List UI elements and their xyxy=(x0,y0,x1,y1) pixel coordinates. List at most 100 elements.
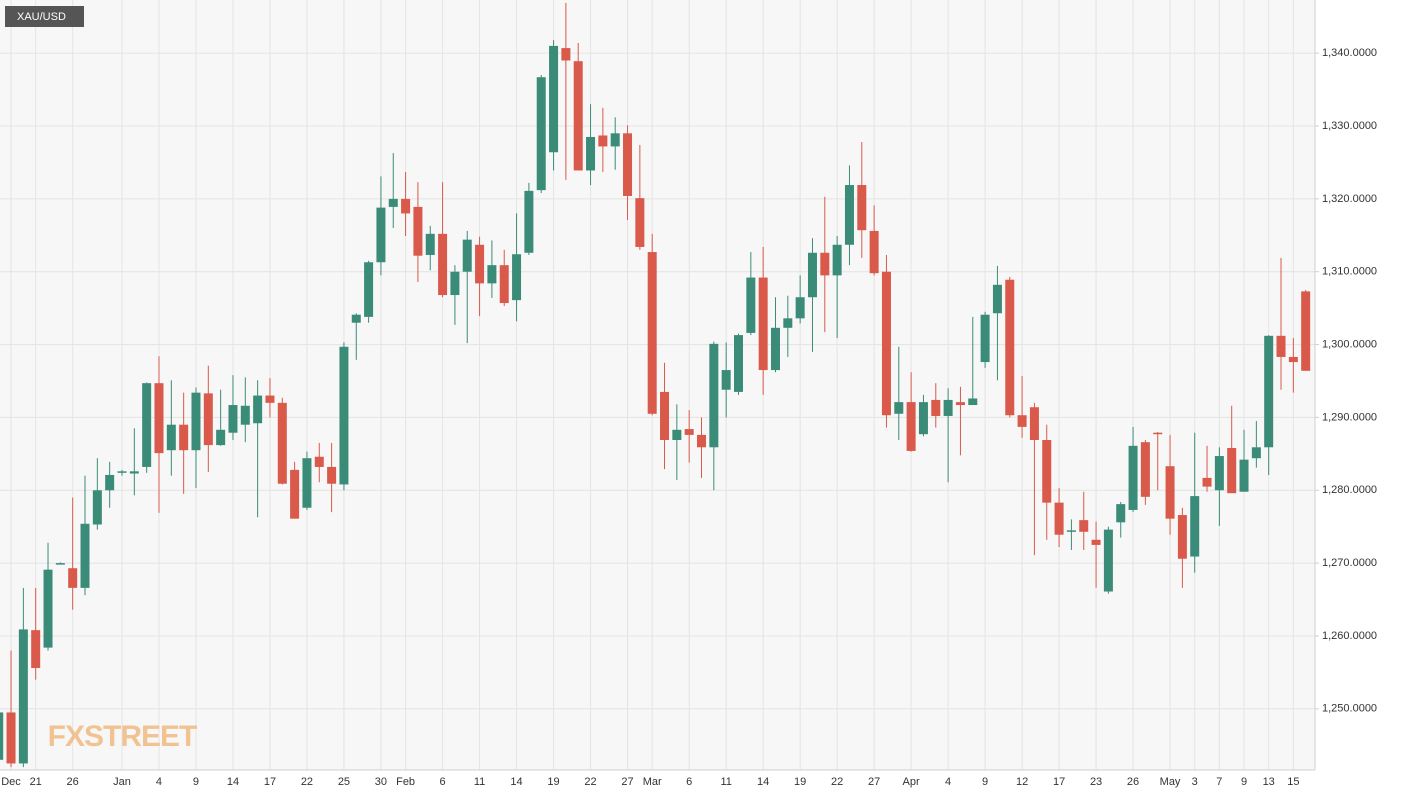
candle-body xyxy=(586,136,596,171)
y-tick-label: 1,320.0000 xyxy=(1322,193,1377,205)
candle-body xyxy=(191,392,201,451)
x-tick-label: 12 xyxy=(1016,776,1028,788)
candle-body xyxy=(228,405,238,433)
candle-body xyxy=(117,471,127,473)
x-tick-label: 7 xyxy=(1216,776,1222,788)
candle-body xyxy=(943,399,953,416)
candle-body xyxy=(142,383,152,467)
x-tick-label: 23 xyxy=(1090,776,1102,788)
x-tick-label: 25 xyxy=(338,776,350,788)
candle-body xyxy=(1214,456,1224,491)
candle-body xyxy=(327,466,337,484)
candle-body xyxy=(302,458,312,508)
candle-body xyxy=(672,429,682,440)
candle-body xyxy=(1116,504,1126,523)
candle-body xyxy=(697,434,707,448)
candle-body xyxy=(425,233,435,255)
candle-body xyxy=(1017,415,1027,427)
candle-body xyxy=(166,424,176,451)
x-tick-label: Apr xyxy=(903,776,920,788)
candle-body xyxy=(438,233,448,296)
candle-body xyxy=(795,297,805,319)
candle-body xyxy=(1165,466,1175,519)
candle-body xyxy=(549,45,559,153)
y-tick-label: 1,290.0000 xyxy=(1322,411,1377,423)
candle-body xyxy=(906,402,916,451)
candle-body xyxy=(203,393,213,446)
candle-body xyxy=(1264,335,1274,448)
candle-body xyxy=(31,630,41,669)
candle-body xyxy=(18,629,28,764)
candle-body xyxy=(746,277,756,333)
candle-body xyxy=(1066,530,1076,532)
candle-body xyxy=(992,284,1002,314)
y-tick-label: 1,280.0000 xyxy=(1322,484,1377,496)
x-tick-label: 3 xyxy=(1192,776,1198,788)
candle-body xyxy=(955,402,965,406)
y-tick-label: 1,310.0000 xyxy=(1322,266,1377,278)
x-tick-label: 6 xyxy=(686,776,692,788)
candle-body xyxy=(6,712,16,764)
candles xyxy=(0,2,1311,768)
x-tick-label: 22 xyxy=(301,776,313,788)
candle-body xyxy=(1301,291,1311,371)
candle-body xyxy=(92,490,102,525)
x-tick-label: 11 xyxy=(474,776,485,788)
candle-body xyxy=(68,568,78,588)
x-tick-label: 9 xyxy=(193,776,199,788)
candle-body xyxy=(844,185,854,245)
candle-body xyxy=(820,252,830,276)
candle-body xyxy=(351,314,361,323)
x-tick-label: 6 xyxy=(440,776,446,788)
candle-body xyxy=(758,277,768,371)
title-box xyxy=(5,6,84,27)
candle-body xyxy=(524,190,534,253)
candle-body xyxy=(894,402,904,414)
candle-body xyxy=(179,424,189,451)
candle-body xyxy=(129,471,139,474)
x-tick-label: 14 xyxy=(227,776,239,788)
candle-body xyxy=(475,244,485,284)
candle-body xyxy=(1054,502,1064,535)
candle-body xyxy=(1140,442,1150,497)
candle-body xyxy=(709,343,719,448)
candle-body xyxy=(881,271,891,416)
candle-body xyxy=(240,405,250,425)
candle-body xyxy=(290,469,300,519)
candle-body xyxy=(1005,279,1015,416)
candle-body xyxy=(931,399,941,416)
candle-body xyxy=(721,370,731,390)
candle-body xyxy=(1079,520,1089,532)
x-tick-label: Dec xyxy=(1,776,21,788)
candle-body xyxy=(1202,477,1212,487)
candle-body xyxy=(1153,432,1163,435)
y-tick-label: 1,340.0000 xyxy=(1322,47,1377,59)
x-tick-label: 22 xyxy=(584,776,596,788)
candle-body xyxy=(105,474,115,491)
grid xyxy=(0,0,1315,770)
candle-body xyxy=(216,429,226,446)
candle-body xyxy=(918,402,928,435)
candle-body xyxy=(561,48,571,61)
candle-body xyxy=(635,198,645,247)
candle-body xyxy=(314,456,324,467)
y-tick-label: 1,250.0000 xyxy=(1322,703,1377,715)
x-tick-label: 21 xyxy=(30,776,42,788)
candle-body xyxy=(364,262,374,317)
x-tick-label: 22 xyxy=(831,776,843,788)
candle-body xyxy=(610,133,620,147)
candle-body xyxy=(388,198,398,207)
y-tick-label: 1,300.0000 xyxy=(1322,338,1377,350)
x-tick-label: 19 xyxy=(794,776,806,788)
x-tick-label: 11 xyxy=(720,776,731,788)
candle-body xyxy=(401,198,411,214)
x-tick-label: May xyxy=(1160,776,1181,788)
candle-body xyxy=(450,271,460,296)
candle-body xyxy=(660,391,670,440)
x-tick-label: Feb xyxy=(396,776,415,788)
x-tick-label: 19 xyxy=(547,776,559,788)
y-tick-label: 1,330.0000 xyxy=(1322,120,1377,132)
chart-title: XAU/USD xyxy=(17,11,66,23)
candle-body xyxy=(154,383,164,454)
